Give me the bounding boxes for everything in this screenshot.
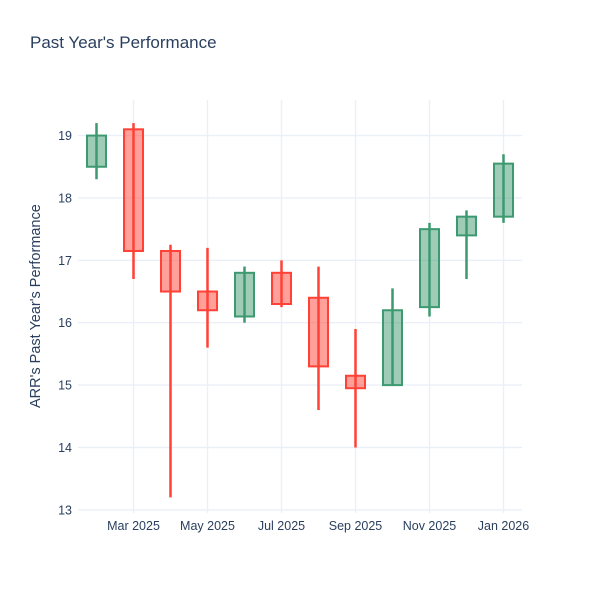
candle-apr-2025[interactable]	[160, 244, 181, 498]
y-tick-label: 15	[58, 379, 72, 393]
y-tick-label: 19	[58, 129, 72, 143]
candle-nov-2025[interactable]	[419, 222, 440, 317]
candle-body	[382, 309, 403, 387]
x-tick-label: Mar 2025	[107, 519, 160, 533]
candle-body	[160, 249, 181, 293]
candle-dec-2025[interactable]	[456, 210, 477, 280]
x-tick-label: May 2025	[180, 519, 235, 533]
candle-oct-2025[interactable]	[382, 288, 403, 387]
candle-mar-2025[interactable]	[123, 123, 144, 280]
y-tick-label: 14	[58, 441, 72, 455]
candle-may-2025[interactable]	[197, 247, 218, 348]
candle-body	[345, 374, 366, 390]
candle-feb-2025[interactable]	[86, 123, 107, 180]
y-tick-label: 18	[58, 191, 72, 205]
chart-title: Past Year's Performance	[30, 33, 217, 52]
candle-body	[308, 296, 329, 368]
candle-body	[197, 290, 218, 312]
candle-body	[234, 271, 255, 318]
x-tick-label: Nov 2025	[403, 519, 457, 533]
candle-sep-2025[interactable]	[345, 328, 366, 448]
candle-jan-2026[interactable]	[493, 154, 514, 223]
candle-jul-2025[interactable]	[271, 260, 292, 308]
candle-body	[123, 128, 144, 252]
x-tick-label: Sep 2025	[329, 519, 383, 533]
candle-body	[271, 271, 292, 306]
candle-body	[86, 134, 107, 168]
candle-jun-2025[interactable]	[234, 266, 255, 323]
candle-aug-2025[interactable]	[308, 266, 329, 411]
x-tick-label: Jan 2026	[478, 519, 529, 533]
x-tick-label: Jul 2025	[258, 519, 305, 533]
y-tick-label: 17	[58, 254, 72, 268]
candle-body	[493, 162, 514, 218]
candle-body	[419, 228, 440, 309]
candle-body	[456, 215, 477, 237]
y-tick-label: 16	[58, 316, 72, 330]
y-tick-label: 13	[58, 503, 72, 517]
